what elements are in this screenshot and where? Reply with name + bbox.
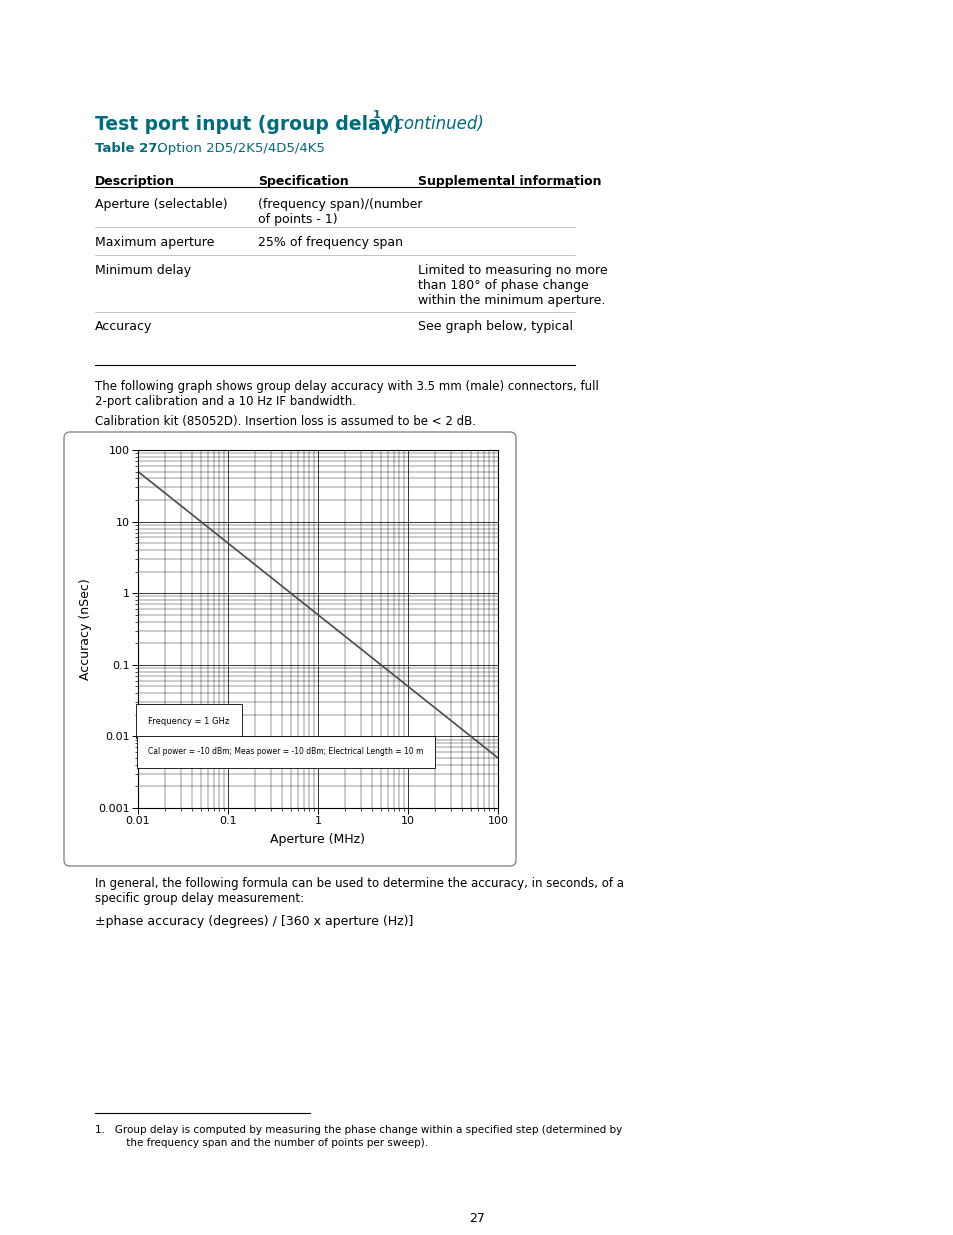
Text: 25% of frequency span: 25% of frequency span [257,236,402,249]
Text: 2-port calibration and a 10 Hz IF bandwidth.: 2-port calibration and a 10 Hz IF bandwi… [95,395,355,408]
Text: (continued): (continued) [382,115,483,133]
Text: In general, the following formula can be used to determine the accuracy, in seco: In general, the following formula can be… [95,877,623,890]
Text: Table 27.: Table 27. [95,142,162,156]
Y-axis label: Accuracy (nSec): Accuracy (nSec) [79,578,92,680]
X-axis label: Aperture (MHz): Aperture (MHz) [271,834,365,846]
Text: of points - 1): of points - 1) [257,212,337,226]
Text: 1.   Group delay is computed by measuring the phase change within a specified st: 1. Group delay is computed by measuring … [95,1125,621,1135]
Text: Cal power = -10 dBm; Meas power = -10 dBm; Electrical Length = 10 m: Cal power = -10 dBm; Meas power = -10 dB… [148,747,423,757]
Text: Limited to measuring no more: Limited to measuring no more [417,264,607,277]
Text: Accuracy: Accuracy [95,320,152,333]
Text: The following graph shows group delay accuracy with 3.5 mm (male) connectors, fu: The following graph shows group delay ac… [95,380,598,393]
Text: Aperture (selectable): Aperture (selectable) [95,198,228,211]
Text: Test port input (group delay): Test port input (group delay) [95,115,400,135]
Text: Description: Description [95,175,174,188]
Text: than 180° of phase change: than 180° of phase change [417,279,588,291]
FancyBboxPatch shape [64,432,516,866]
Text: within the minimum aperture.: within the minimum aperture. [417,294,605,308]
Text: Minimum delay: Minimum delay [95,264,191,277]
Text: the frequency span and the number of points per sweep).: the frequency span and the number of poi… [110,1137,428,1149]
Text: specific group delay measurement:: specific group delay measurement: [95,892,304,905]
Text: See graph below, typical: See graph below, typical [417,320,573,333]
Text: 1: 1 [373,110,380,120]
Text: ±phase accuracy (degrees) / [360 x aperture (Hz)]: ±phase accuracy (degrees) / [360 x apert… [95,915,413,927]
Text: Maximum aperture: Maximum aperture [95,236,214,249]
Text: Supplemental information: Supplemental information [417,175,601,188]
Text: Specification: Specification [257,175,349,188]
Text: Option 2D5/2K5/4D5/4K5: Option 2D5/2K5/4D5/4K5 [152,142,325,156]
Text: Calibration kit (85052D). Insertion loss is assumed to be < 2 dB.: Calibration kit (85052D). Insertion loss… [95,415,476,429]
Text: 27: 27 [469,1212,484,1225]
Text: (frequency span)/(number: (frequency span)/(number [257,198,422,211]
Text: Frequency = 1 GHz: Frequency = 1 GHz [148,718,230,726]
